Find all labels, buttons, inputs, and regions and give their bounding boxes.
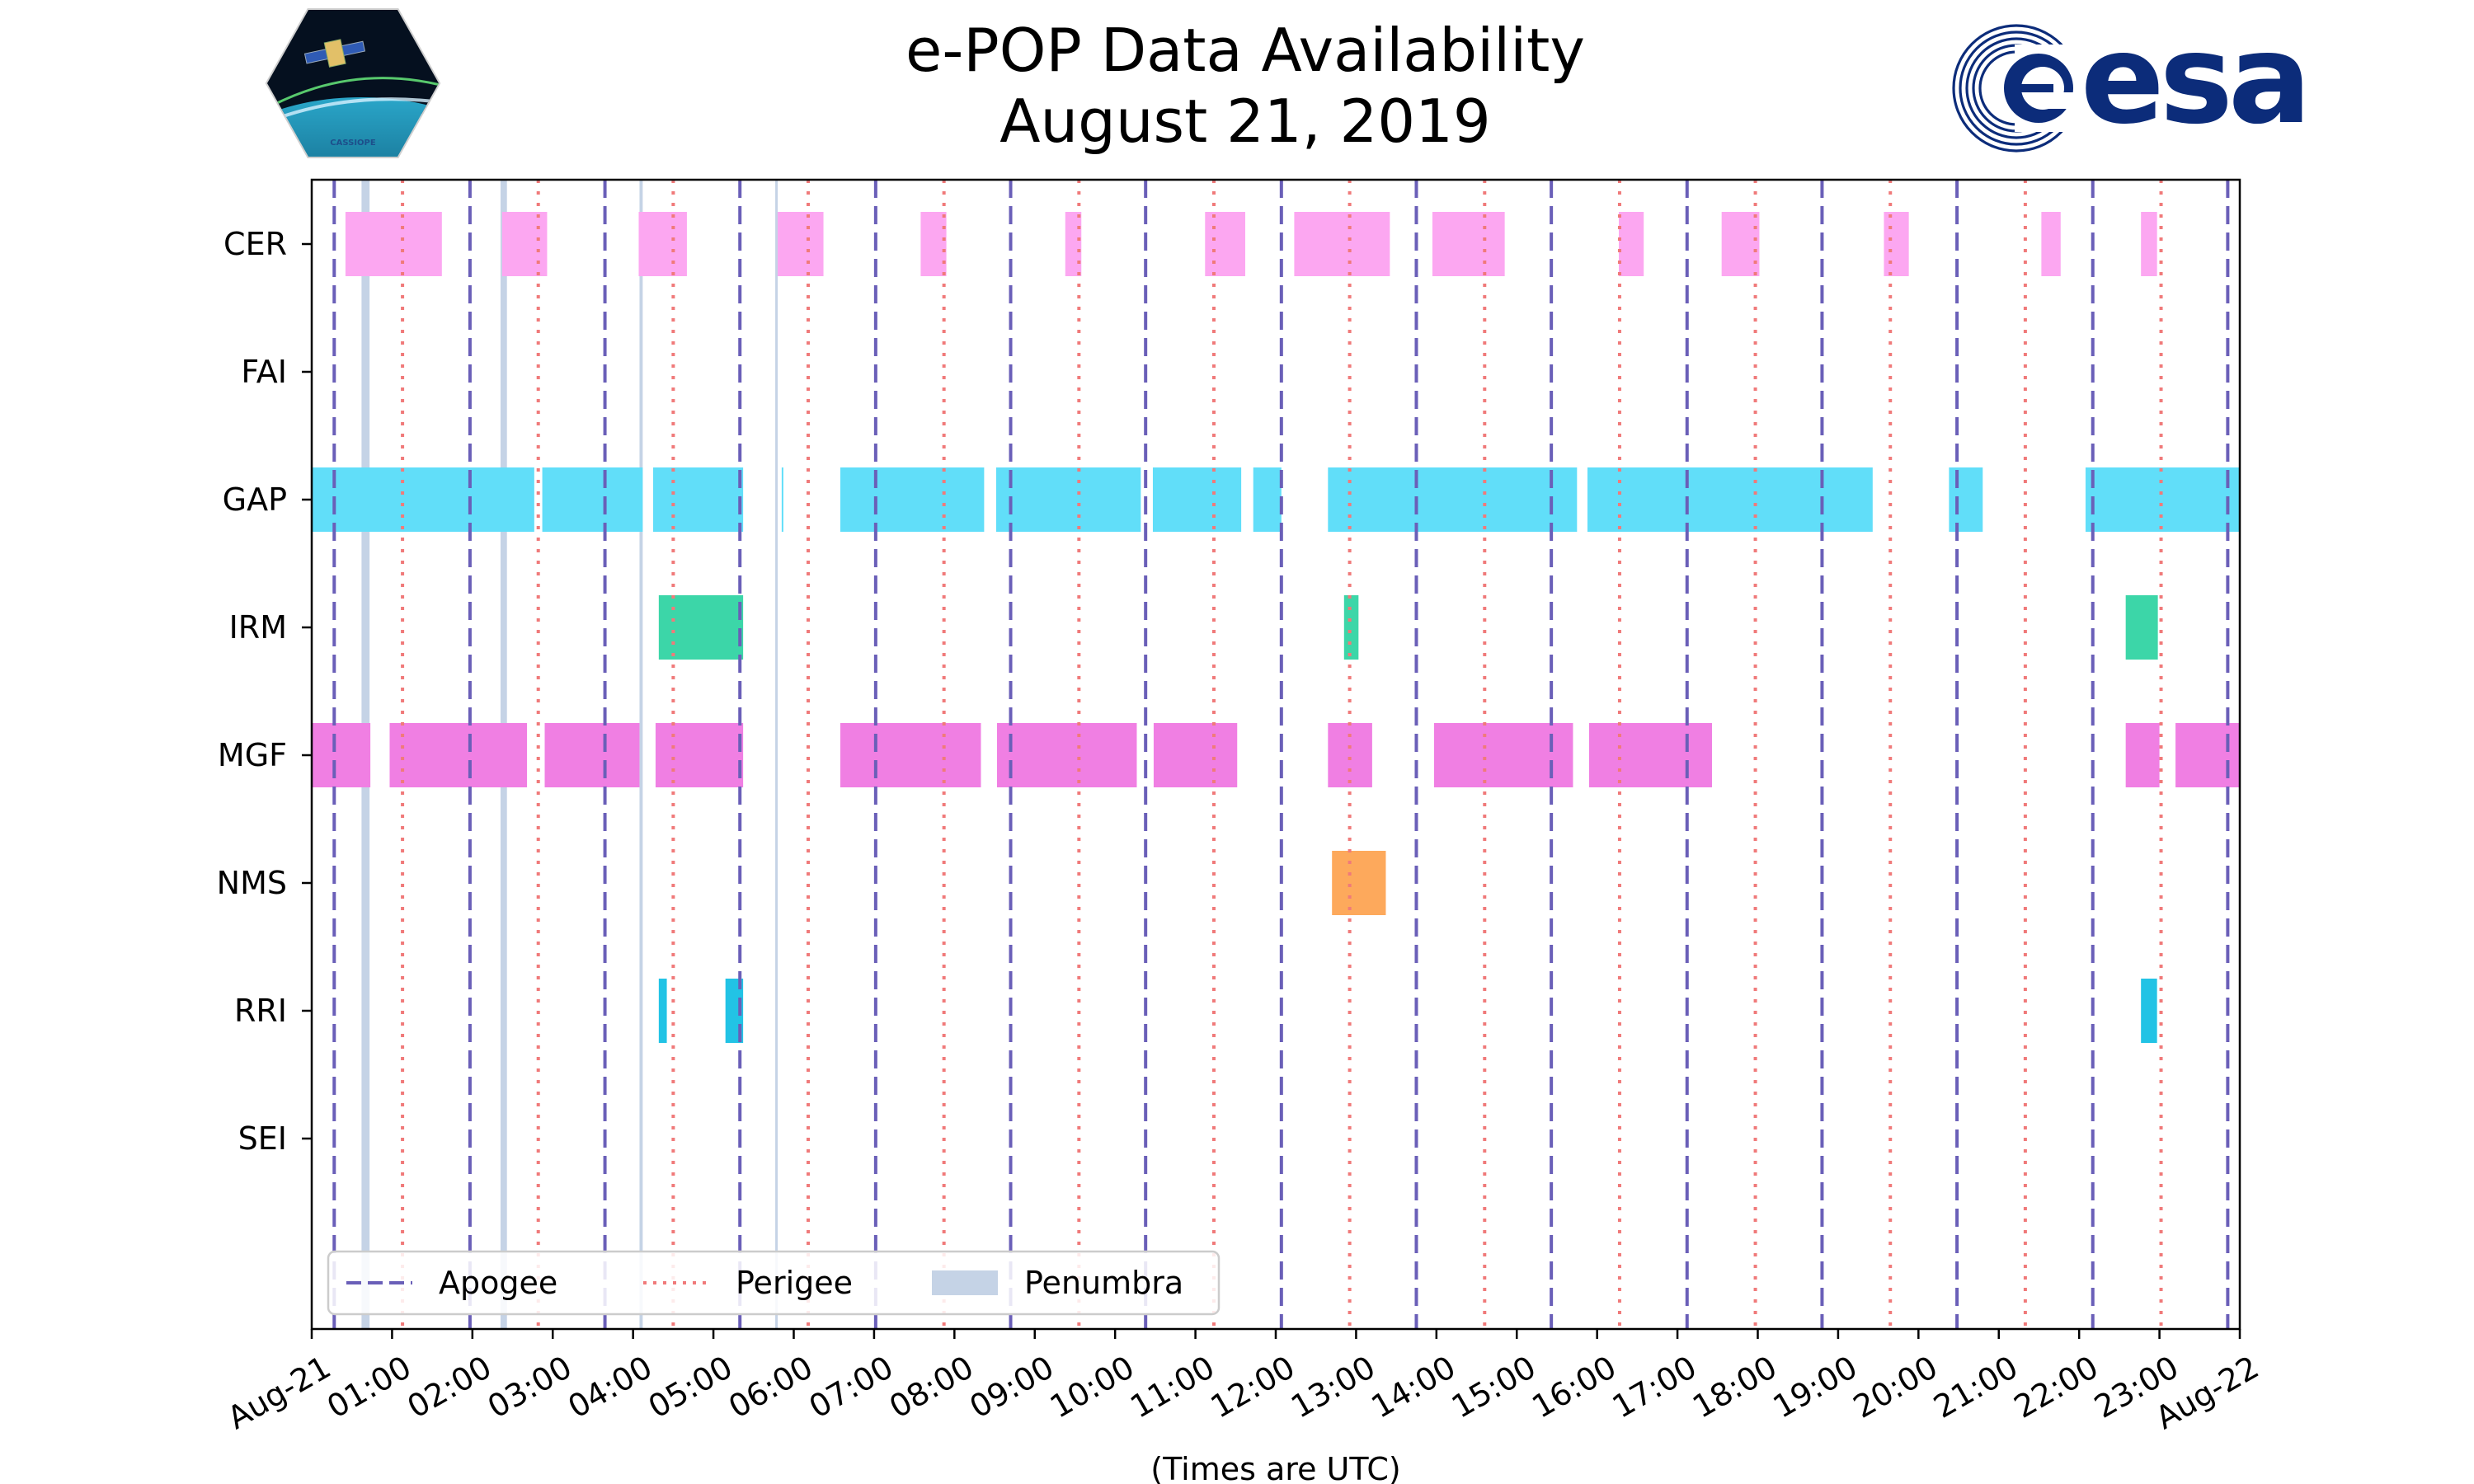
x-tick-label: 03:00	[482, 1349, 578, 1425]
legend-label: Penumbra	[1024, 1265, 1183, 1301]
bar-irm	[2125, 595, 2158, 660]
esa-emblem-e-icon	[2004, 54, 2075, 123]
bar-mgf	[1153, 723, 1238, 787]
bar-cer	[345, 212, 442, 276]
x-tick-label: 08:00	[883, 1349, 980, 1425]
bar-mgf	[312, 723, 371, 787]
bar-gap	[312, 467, 534, 532]
x-tick-label: 09:00	[963, 1349, 1060, 1425]
penumbra-band	[639, 180, 643, 1329]
bar-gap	[1328, 467, 1578, 532]
esa-wordmark: esa	[2081, 18, 2307, 152]
legend-penumbra-swatch	[932, 1270, 998, 1295]
x-axis-label: (Times are UTC)	[1150, 1451, 1400, 1484]
legend: Apogee Perigee Penumbra	[327, 1250, 1221, 1316]
bar-nms	[1332, 851, 1386, 915]
bar-cer	[2041, 212, 2061, 276]
x-tick-label: 10:00	[1044, 1349, 1141, 1425]
bar-mgf	[2175, 723, 2240, 787]
bar-cer	[778, 212, 824, 276]
bar-gap	[2085, 467, 2240, 532]
chart-title-line: August 21, 2019	[999, 87, 1490, 156]
y-tick-label: IRM	[229, 609, 287, 646]
bar-mgf	[389, 723, 528, 787]
bar-cer	[1205, 212, 1245, 276]
bar-cer	[1065, 212, 1082, 276]
x-tick-label: 07:00	[803, 1349, 900, 1425]
y-tick-label: NMS	[217, 865, 287, 901]
bar-irm	[1343, 595, 1359, 660]
x-tick-label: 17:00	[1606, 1349, 1703, 1425]
bar-gap	[1253, 467, 1282, 532]
bar-mgf	[655, 723, 744, 787]
bar-cer	[1432, 212, 1505, 276]
x-tick-label: 16:00	[1526, 1349, 1622, 1425]
x-tick-label: 01:00	[321, 1349, 417, 1425]
bar-gap	[781, 467, 783, 532]
y-tick-label: RRI	[234, 993, 287, 1029]
x-tick-label: 05:00	[642, 1349, 739, 1425]
bar-mgf	[1328, 723, 1372, 787]
bar-cer	[1294, 212, 1390, 276]
esa-logo: esa	[1952, 18, 2312, 153]
legend-box	[327, 1250, 1221, 1316]
bar-mgf	[544, 723, 640, 787]
x-tick-label: 06:00	[722, 1349, 819, 1425]
x-tick-label: 19:00	[1767, 1349, 1864, 1425]
bar-gap	[653, 467, 744, 532]
bar-mgf	[840, 723, 981, 787]
bar-gap	[542, 467, 643, 532]
bar-gap	[1152, 467, 1242, 532]
bar-cer	[920, 212, 947, 276]
bar-cer	[1618, 212, 1644, 276]
bar-gap	[995, 467, 1141, 532]
x-tick-label: 04:00	[562, 1349, 658, 1425]
bar-mgf	[1588, 723, 1712, 787]
x-tick-label: 13:00	[1285, 1349, 1381, 1425]
x-tick-label: 15:00	[1446, 1349, 1542, 1425]
bar-mgf	[2125, 723, 2160, 787]
x-axis: Aug-2101:0002:0003:0004:0005:0006:0007:0…	[221, 1329, 2265, 1436]
bar-cer	[638, 212, 687, 276]
legend-label: Apogee	[439, 1265, 557, 1301]
bar-cer	[501, 212, 548, 276]
x-tick-label: 18:00	[1686, 1349, 1783, 1425]
bar-cer	[1884, 212, 1909, 276]
y-tick-label: GAP	[223, 481, 287, 518]
y-tick-label: MGF	[218, 737, 287, 773]
bar-gap	[1949, 467, 1983, 532]
x-tick-label: 21:00	[1927, 1349, 2024, 1425]
bar-mgf	[996, 723, 1137, 787]
x-tick-label: 02:00	[401, 1349, 497, 1425]
bar-gap	[1587, 467, 1873, 532]
x-tick-label: 22:00	[2008, 1349, 2105, 1425]
bar-rri	[2141, 979, 2157, 1043]
cassiope-logo-text: CASSIOPE	[330, 139, 376, 148]
bar-gap	[840, 467, 985, 532]
legend-label: Perigee	[736, 1265, 853, 1301]
x-tick-label: 14:00	[1365, 1349, 1461, 1425]
x-tick-label: 20:00	[1847, 1349, 1944, 1425]
y-tick-label: FAI	[241, 354, 287, 390]
y-tick-label: SEI	[238, 1120, 287, 1157]
bar-rri	[658, 979, 667, 1043]
availability-bars	[312, 212, 2240, 1043]
y-tick-label: CER	[223, 226, 287, 262]
bar-cer	[2141, 212, 2157, 276]
x-tick-label: 12:00	[1205, 1349, 1301, 1425]
orbit-lines	[332, 180, 2230, 1329]
satellite-icon	[303, 39, 366, 68]
x-tick-label: Aug-21	[221, 1349, 336, 1436]
x-tick-label: 11:00	[1124, 1349, 1221, 1425]
bar-irm	[658, 595, 744, 660]
y-axis: CER FAI GAP IRM MGF NMS RRI SEI	[217, 226, 312, 1157]
bar-cer	[1721, 212, 1760, 276]
chart-title-line: e-POP Data Availability	[905, 16, 1585, 85]
cassiope-logo: CASSIOPE	[265, 8, 441, 158]
penumbra-band	[775, 180, 778, 1329]
